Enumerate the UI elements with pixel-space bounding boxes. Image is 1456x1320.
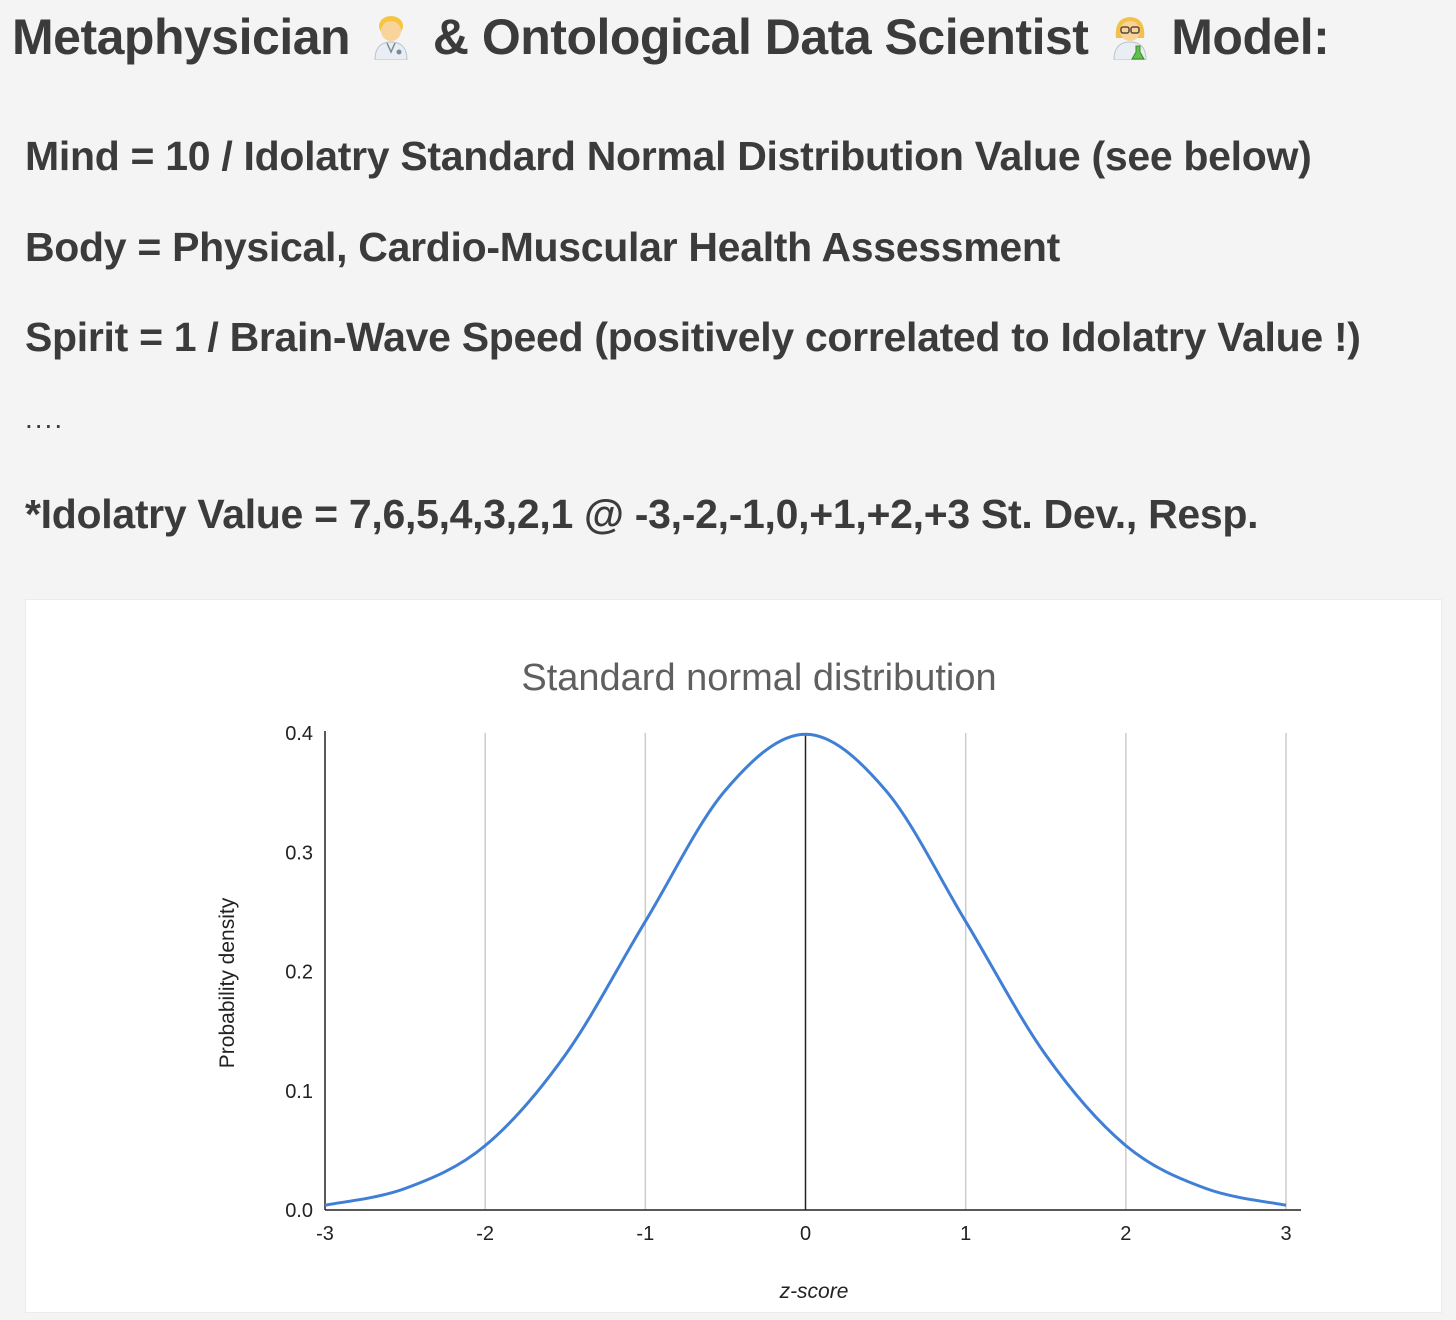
x-tick-label-5: 2 xyxy=(1120,1223,1131,1245)
y-tick-label-3: 0.3 xyxy=(285,842,313,864)
density-curve xyxy=(324,732,1287,1207)
x-tick-label-4: 1 xyxy=(960,1223,971,1245)
chart-title: Standard normal distribution xyxy=(521,657,996,699)
y-tick-label-1: 0.1 xyxy=(285,1081,313,1103)
mind-definition: Mind = 10 / Idolatry Standard Normal Dis… xyxy=(25,133,1312,179)
x-axis-title: z-score xyxy=(779,1280,849,1303)
y-tick-label-2: 0.2 xyxy=(285,962,313,984)
spirit-definition: Spirit = 1 / Brain-Wave Speed (positivel… xyxy=(25,314,1361,360)
x-tick-label-0: -3 xyxy=(316,1223,334,1245)
heading-part-2: & Ontological Data Scientist xyxy=(432,9,1089,65)
x-tick-label-2: -1 xyxy=(636,1223,654,1245)
woman-scientist-icon xyxy=(1113,17,1147,60)
heading-part-3: Model: xyxy=(1171,9,1330,65)
gridlines xyxy=(484,733,1287,1210)
y-tick-label-0: 0.0 xyxy=(285,1200,313,1222)
x-tick-labels: -3 -2 -1 0 1 2 3 xyxy=(316,1223,1291,1245)
x-tick-label-1: -2 xyxy=(476,1223,494,1245)
x-tick-label-6: 3 xyxy=(1280,1223,1291,1245)
man-health-worker-icon xyxy=(374,16,408,60)
ellipsis: .... xyxy=(25,403,65,434)
normal-distribution-chart: Standard normal distribution -3 -2 -1 0 1 2 3 … xyxy=(216,657,1301,1303)
y-axis-title: Probability density xyxy=(216,897,239,1068)
chart-card: Standard normal distribution -3 -2 -1 0 1 2 3 … xyxy=(25,599,1442,1313)
x-tick-label-3: 0 xyxy=(800,1223,811,1245)
idolatry-value-note: *Idolatry Value = 7,6,5,4,3,2,1 @ -3,-2,… xyxy=(25,491,1259,537)
heading-part-1: Metaphysician xyxy=(12,9,351,65)
page-heading: Metaphysician & Ontological Data Scienti… xyxy=(12,8,1330,66)
axes xyxy=(324,731,1301,1211)
y-tick-labels: 0.0 0.1 0.2 0.3 0.4 xyxy=(285,723,313,1222)
y-tick-label-4: 0.4 xyxy=(285,723,313,745)
body-definition: Body = Physical, Cardio-Muscular Health … xyxy=(25,224,1061,270)
